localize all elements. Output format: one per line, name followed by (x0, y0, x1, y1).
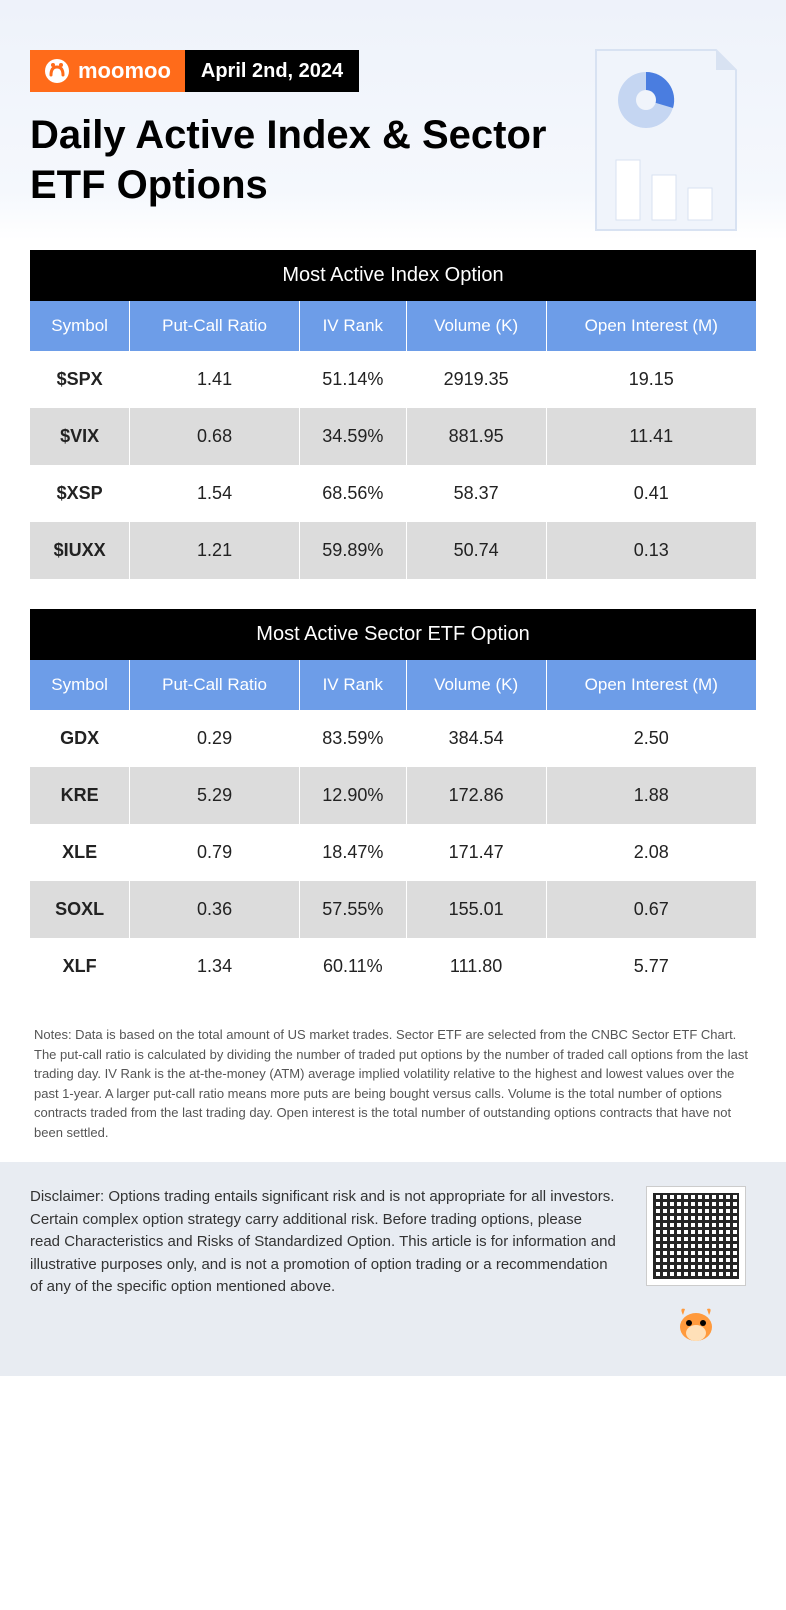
col-iv-rank: IV Rank (299, 660, 406, 710)
table-row: $VIX0.6834.59%881.9511.41 (30, 408, 756, 465)
cell-put_call: 1.54 (130, 465, 300, 522)
col-volume: Volume (K) (406, 660, 546, 710)
table-row: GDX0.2983.59%384.542.50 (30, 710, 756, 767)
cell-put_call: 0.68 (130, 408, 300, 465)
cell-oi: 0.67 (546, 881, 756, 938)
cell-volume: 171.47 (406, 824, 546, 881)
cell-oi: 0.13 (546, 522, 756, 579)
table-row: XLF1.3460.11%111.805.77 (30, 938, 756, 995)
cell-symbol: XLE (30, 824, 130, 881)
date-badge: April 2nd, 2024 (185, 50, 359, 92)
date-text: April 2nd, 2024 (201, 60, 343, 83)
brand-badge: moomoo (30, 50, 185, 92)
cell-volume: 50.74 (406, 522, 546, 579)
cell-volume: 155.01 (406, 881, 546, 938)
cell-volume: 881.95 (406, 408, 546, 465)
cell-symbol: $VIX (30, 408, 130, 465)
cell-iv_rank: 18.47% (299, 824, 406, 881)
cell-put_call: 5.29 (130, 767, 300, 824)
sector-table-block: Most Active Sector ETF Option Symbol Put… (30, 609, 756, 995)
page-title: Daily Active Index & Sector ETF Options (30, 110, 550, 210)
sector-table: Symbol Put-Call Ratio IV Rank Volume (K)… (30, 660, 756, 995)
cell-volume: 172.86 (406, 767, 546, 824)
cell-iv_rank: 83.59% (299, 710, 406, 767)
cell-iv_rank: 60.11% (299, 938, 406, 995)
cell-put_call: 0.36 (130, 881, 300, 938)
cell-put_call: 1.41 (130, 351, 300, 408)
table-row: $XSP1.5468.56%58.370.41 (30, 465, 756, 522)
col-symbol: Symbol (30, 301, 130, 351)
index-table: Symbol Put-Call Ratio IV Rank Volume (K)… (30, 301, 756, 579)
col-symbol: Symbol (30, 660, 130, 710)
cell-symbol: $IUXX (30, 522, 130, 579)
cell-put_call: 1.21 (130, 522, 300, 579)
col-put-call: Put-Call Ratio (130, 660, 300, 710)
col-volume: Volume (K) (406, 301, 546, 351)
cell-symbol: XLF (30, 938, 130, 995)
notes-text: Notes: Data is based on the total amount… (30, 1025, 756, 1142)
sector-table-body: GDX0.2983.59%384.542.50KRE5.2912.90%172.… (30, 710, 756, 995)
moomoo-logo-icon (44, 58, 70, 84)
col-put-call: Put-Call Ratio (130, 301, 300, 351)
table-row: XLE0.7918.47%171.472.08 (30, 824, 756, 881)
cell-put_call: 0.29 (130, 710, 300, 767)
cell-symbol: GDX (30, 710, 130, 767)
cell-oi: 2.08 (546, 824, 756, 881)
qr-block (636, 1186, 756, 1352)
cell-symbol: $SPX (30, 351, 130, 408)
brand-name: moomoo (78, 58, 171, 84)
index-table-title: Most Active Index Option (30, 250, 756, 301)
header: moomoo April 2nd, 2024 Daily Active Inde… (0, 0, 786, 240)
table-row: $SPX1.4151.14%2919.3519.15 (30, 351, 756, 408)
disclaimer-text: Disclaimer: Options trading entails sign… (30, 1186, 616, 1299)
cell-symbol: KRE (30, 767, 130, 824)
col-oi: Open Interest (M) (546, 660, 756, 710)
table-row: $IUXX1.2159.89%50.740.13 (30, 522, 756, 579)
cell-iv_rank: 68.56% (299, 465, 406, 522)
cell-symbol: SOXL (30, 881, 130, 938)
cell-volume: 2919.35 (406, 351, 546, 408)
disclaimer-block: Disclaimer: Options trading entails sign… (0, 1162, 786, 1376)
table-row: SOXL0.3657.55%155.010.67 (30, 881, 756, 938)
index-table-block: Most Active Index Option Symbol Put-Call… (30, 250, 756, 579)
cell-iv_rank: 59.89% (299, 522, 406, 579)
cell-oi: 1.88 (546, 767, 756, 824)
cell-put_call: 1.34 (130, 938, 300, 995)
mascot-icon (671, 1297, 721, 1347)
cell-volume: 384.54 (406, 710, 546, 767)
col-oi: Open Interest (M) (546, 301, 756, 351)
cell-oi: 11.41 (546, 408, 756, 465)
table-header-row: Symbol Put-Call Ratio IV Rank Volume (K)… (30, 660, 756, 710)
sector-table-title: Most Active Sector ETF Option (30, 609, 756, 660)
cell-volume: 58.37 (406, 465, 546, 522)
table-header-row: Symbol Put-Call Ratio IV Rank Volume (K)… (30, 301, 756, 351)
qr-code-icon (646, 1186, 746, 1286)
document-chart-icon (576, 40, 756, 240)
cell-iv_rank: 57.55% (299, 881, 406, 938)
cell-oi: 5.77 (546, 938, 756, 995)
col-iv-rank: IV Rank (299, 301, 406, 351)
cell-put_call: 0.79 (130, 824, 300, 881)
cell-oi: 0.41 (546, 465, 756, 522)
index-table-body: $SPX1.4151.14%2919.3519.15$VIX0.6834.59%… (30, 351, 756, 579)
cell-iv_rank: 34.59% (299, 408, 406, 465)
table-row: KRE5.2912.90%172.861.88 (30, 767, 756, 824)
cell-volume: 111.80 (406, 938, 546, 995)
cell-oi: 2.50 (546, 710, 756, 767)
cell-oi: 19.15 (546, 351, 756, 408)
cell-iv_rank: 51.14% (299, 351, 406, 408)
cell-iv_rank: 12.90% (299, 767, 406, 824)
cell-symbol: $XSP (30, 465, 130, 522)
